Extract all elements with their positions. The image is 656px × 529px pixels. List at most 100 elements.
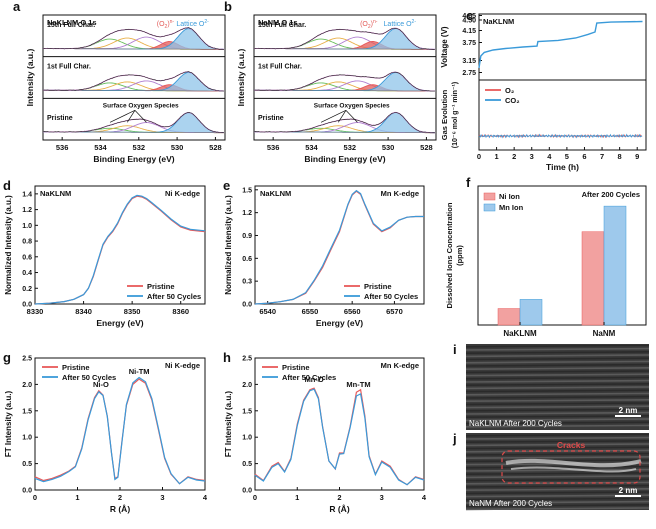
x-tick-label-2: 532 — [133, 143, 146, 152]
y-tick-label-0: 0.0 — [22, 302, 32, 309]
y-tick-label-5: 1.5 — [242, 187, 252, 194]
x-tick-label-1: 1 — [494, 152, 498, 161]
panel-e-mn-xanes: e 0.0 0.3 0.6 0.9 1.2 1.5 6540 6550 6560 6570 Energ… — [223, 178, 425, 328]
voltage-y-tick-label-5: 2.75 — [462, 70, 476, 77]
y-tick-label-3: 1.5 — [22, 408, 32, 415]
raw-data-1 — [42, 71, 224, 92]
plot-frame — [254, 357, 425, 491]
lattice-annotation: Lattice O2- — [176, 19, 209, 28]
plot-frame — [254, 185, 425, 305]
raw-data-1 — [253, 71, 435, 92]
peak-annotation-1: Mn-TM — [346, 380, 370, 389]
lattice-peak-fill-1 — [43, 72, 224, 91]
voltage-y-tick-label-3: 3.75 — [462, 40, 476, 47]
bar-NaNM-mn — [603, 205, 627, 326]
raw-data-2 — [253, 112, 435, 134]
x-tick-label-5: 5 — [565, 152, 569, 161]
subpanel-label-1: 1st Full Char. — [47, 64, 91, 71]
lattice-fringe-4 — [465, 357, 650, 361]
y-tick-label-2: 0.6 — [242, 256, 252, 263]
series-pristine — [34, 378, 206, 485]
legend-label-0: Pristine — [364, 282, 392, 291]
panel-letter: e — [223, 178, 230, 193]
y-tick-label-4: 2.0 — [242, 382, 252, 389]
x-tick-label-1: 534 — [305, 143, 318, 152]
panel-h-mn-exafs: h 0.0 0.5 1.0 1.5 2.0 2.5 0 1 2 3 4 R (Å) FT Intensit… — [223, 350, 427, 514]
x-tick-label-4: 4 — [422, 493, 427, 502]
legend-swatch-1 — [483, 203, 496, 212]
x-tick-label-0: 0 — [477, 152, 481, 161]
y-tick-label-0: 0.0 — [22, 488, 32, 495]
lattice-fringe-18 — [465, 402, 650, 406]
panel-letter: j — [452, 431, 457, 446]
panel-letter: g — [3, 350, 11, 365]
peak-annotation-0: Mn-O — [305, 375, 324, 384]
y-tick-label-2: 1.0 — [22, 435, 32, 442]
lattice-fringe-12 — [465, 472, 650, 475]
lattice-fringe-25 — [465, 424, 650, 428]
voltage-y-tick-label-2: 4.15 — [462, 28, 476, 35]
panel-g-ni-exafs: g 0.0 0.5 1.0 1.5 2.0 2.5 0 1 2 3 4 R (Å) FT Intensit… — [3, 350, 208, 514]
lattice-peak-fill-1 — [254, 72, 435, 91]
panel-letter: a — [13, 0, 21, 14]
panel-letter: i — [453, 342, 457, 357]
lattice-peak-fill-2 — [43, 112, 224, 133]
panel-d-ni-xanes: d 0.0 0.2 0.4 0.6 0.8 1.0 1.2 1.4 8330 8340 8350 836… — [3, 178, 206, 328]
scale-bar-label: 2 nm — [619, 406, 638, 415]
crack-band-2 — [510, 466, 637, 473]
series-after-50-cycles — [254, 189, 424, 305]
o2n-sup: n- — [373, 19, 378, 25]
x-tick-label-1: 6550 — [302, 307, 319, 316]
series-after-50-cycles — [34, 194, 206, 305]
crack-highlight-box — [501, 450, 641, 484]
lattice-fringe-3 — [465, 354, 650, 358]
y-axis-label: Dissolved Ions Concentration — [445, 202, 454, 308]
x-tick-label-0: 8330 — [27, 307, 44, 316]
lattice-fringe-24 — [465, 421, 650, 425]
lattice-fringe-16 — [465, 395, 650, 399]
y-tick-label-1: 0.5 — [22, 461, 32, 468]
x-axis-label: Binding Energy (eV) — [304, 154, 385, 164]
lattice-fringe-7 — [465, 367, 650, 370]
edge-label: Ni K-edge — [165, 189, 200, 198]
y-tick-label-0: 0.0 — [242, 488, 252, 495]
lattice-fringe-0 — [465, 433, 650, 437]
surface-species-annotation: Surface Oxygen Species — [103, 102, 179, 109]
y-axis-label: Normalized Intensity (a.u.) — [224, 195, 233, 295]
surface-arrow-2 — [320, 110, 347, 123]
lattice-fringe-17 — [465, 399, 650, 402]
x-axis-label: R (Å) — [110, 504, 130, 514]
panel-j-tem: j Cracks NaNM After 200 Cycles 2 nm — [452, 431, 650, 511]
x-tick-label-4: 4 — [203, 493, 208, 502]
legend-label-0: Pristine — [147, 282, 175, 291]
y-tick-label-4: 2.0 — [22, 382, 32, 389]
tem-caption: NaKLNM After 200 Cycles — [469, 419, 562, 428]
x-tick-label-1: 1 — [75, 493, 79, 502]
legend-label-0: Pristine — [282, 363, 310, 372]
lattice-fringe-10 — [465, 376, 650, 380]
x-tick-label-0: 536 — [56, 143, 69, 152]
x-tick-label-0: 536 — [267, 143, 280, 152]
raw-data-0 — [42, 27, 224, 50]
lattice-peak-fill-2 — [254, 112, 435, 133]
bar-NaKLNM-mn — [519, 299, 543, 326]
y-tick-label-2: 0.4 — [22, 270, 32, 277]
y-axis-label: FT Intensity (a.u.) — [224, 391, 233, 458]
x-tick-label-3: 3 — [160, 493, 164, 502]
edge-label: Mn K-edge — [381, 361, 419, 370]
cracks-label: Cracks — [557, 440, 586, 450]
y-tick-label-1: 0.5 — [242, 461, 252, 468]
panel-letter: f — [466, 175, 471, 190]
legend-label-1: After 50 Cycles — [282, 373, 336, 382]
y-tick-label-3: 0.9 — [242, 233, 252, 240]
surface-arrow-1 — [126, 110, 136, 123]
y-tick-label-4: 1.2 — [242, 210, 252, 217]
surface-arrow-1 — [337, 110, 347, 123]
x-tick-label-2: 2 — [118, 493, 122, 502]
plot-frame — [34, 357, 206, 491]
x-tick-label-4: 528 — [420, 143, 433, 152]
lattice-fringe-14 — [465, 478, 650, 482]
y-tick-label-4: 0.8 — [22, 239, 32, 246]
panel-letter: b — [224, 0, 232, 14]
